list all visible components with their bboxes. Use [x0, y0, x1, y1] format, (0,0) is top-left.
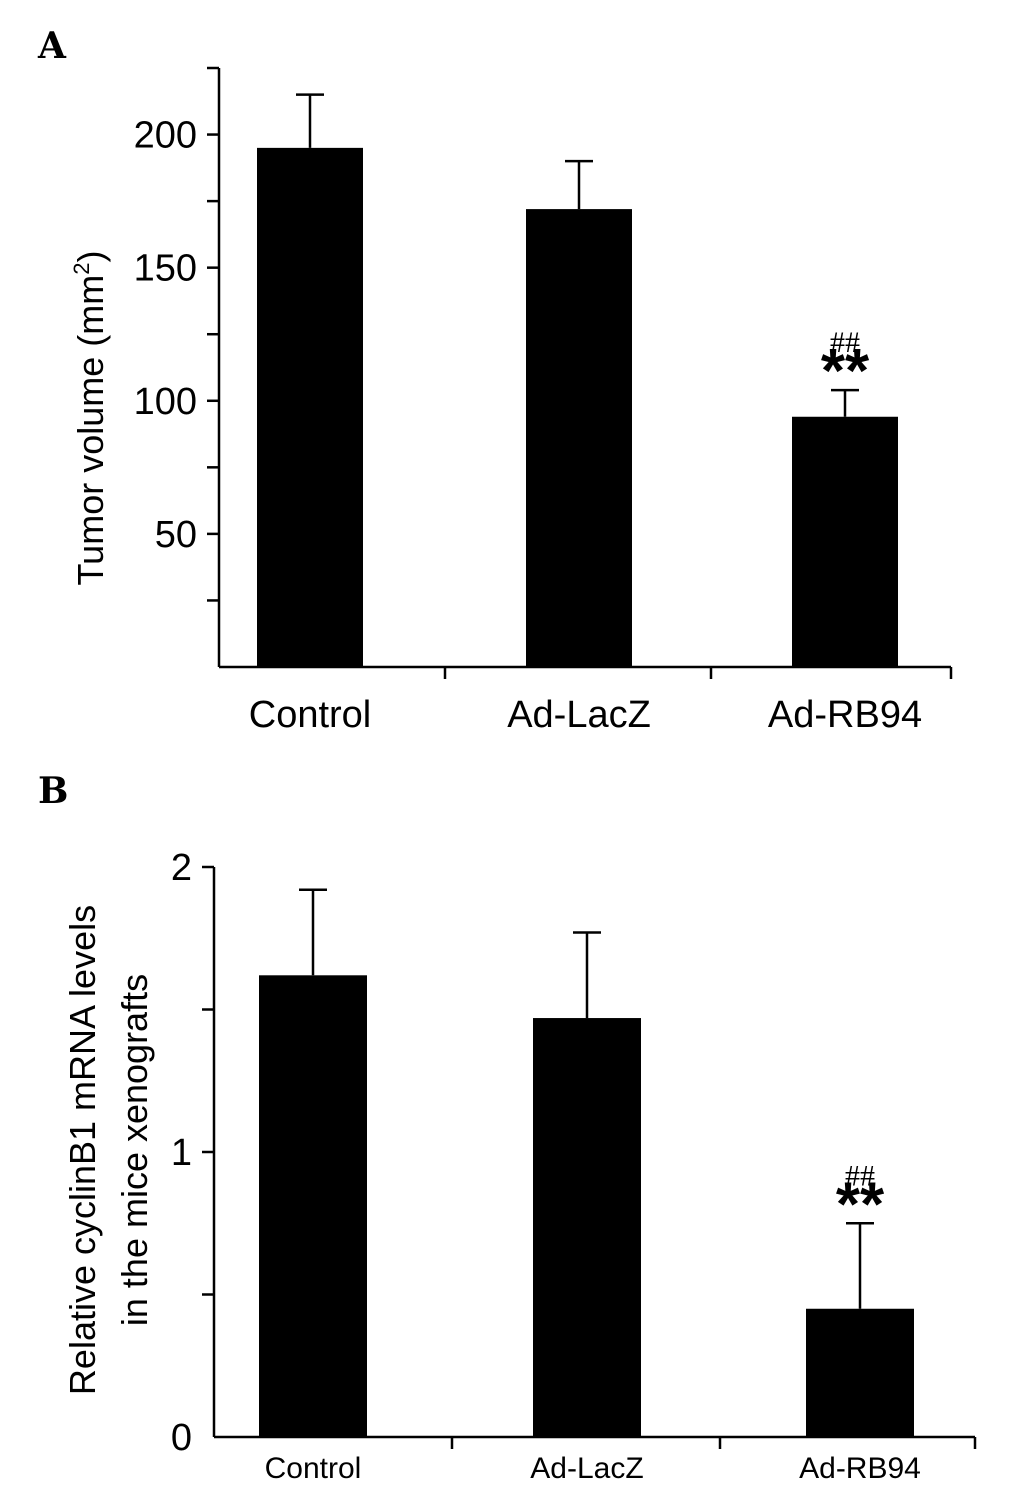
significance-hashes: ## — [830, 326, 860, 359]
x-tick-label: Ad-RB94 — [799, 1452, 921, 1485]
significance-hashes: ## — [845, 1159, 875, 1192]
bar-control — [257, 147, 363, 667]
y-tick-label: 1 — [171, 1132, 192, 1174]
y-tick-label: 200 — [134, 115, 197, 157]
x-tick-label: Ad-RB94 — [768, 694, 922, 736]
y-tick-label: 0 — [171, 1417, 192, 1459]
significance-stars: ** — [836, 1170, 885, 1239]
significance-stars: ** — [821, 337, 870, 406]
panel-a-y-axis-label: Tumor volume (mm2) — [69, 251, 111, 586]
panel-b-marks: 0 1 2 Control Ad-LacZ Ad-RB94 **## — [171, 847, 977, 1485]
panel-b-chart: B 0 1 2 Control Ad-LacZ Ad-RB94 **## Relative … — [38, 770, 977, 1485]
x-tick-label: Ad-LacZ — [530, 1452, 643, 1485]
panel-b-y-axis-label-line1: Relative cyclinB1 mRNA levels — [62, 905, 103, 1395]
y-tick-label: 50 — [155, 514, 197, 556]
bar-control — [259, 975, 367, 1437]
y-tick-label: 150 — [134, 248, 197, 290]
x-tick-label: Control — [265, 1452, 362, 1485]
y-tick-label: 100 — [134, 381, 197, 423]
panel-b-label: B — [38, 770, 68, 812]
bar-ad-lacz — [526, 209, 632, 667]
x-tick-label: Ad-LacZ — [507, 694, 651, 736]
panel-b-y-axis-label-line2: in the mice xenografts — [114, 974, 155, 1326]
panel-a-label: A — [37, 25, 67, 67]
y-tick-label: 2 — [171, 847, 192, 889]
x-tick-label: Control — [249, 694, 372, 736]
bar-ad-rb94 — [806, 1308, 914, 1437]
bar-ad-lacz — [533, 1018, 641, 1437]
panel-a-chart: A 50 100 150 200 Control Ad-LacZ Ad-RB94 **## T… — [37, 25, 953, 736]
bar-ad-rb94 — [792, 416, 898, 667]
panel-a-marks: 50 100 150 200 Control Ad-LacZ Ad-RB94 **## — [134, 66, 953, 736]
